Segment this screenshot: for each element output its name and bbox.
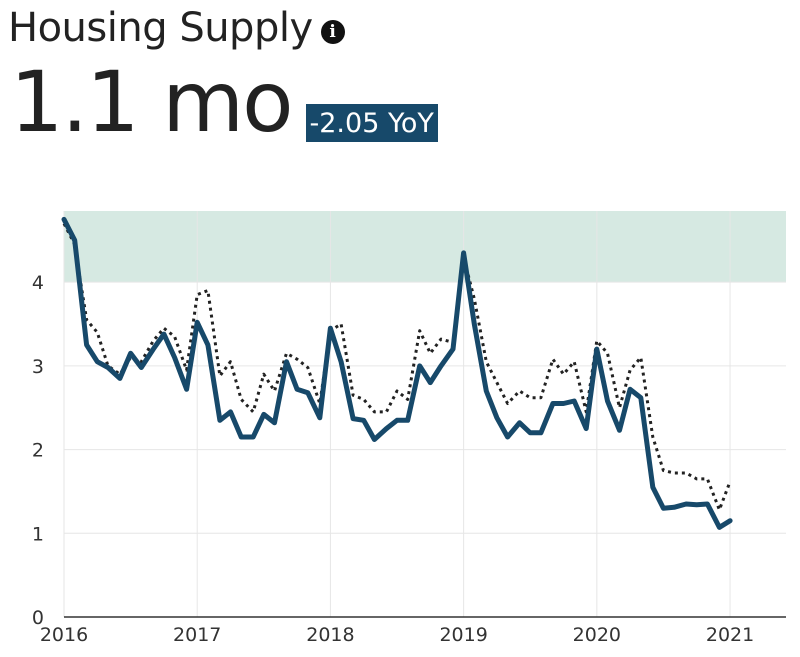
line-chart: 2016 2017 2018 2019 2020 2021 0 1 2 3 4: [32, 211, 786, 646]
headline-value-row: 1.1 mo -2.05 YoY: [10, 60, 438, 144]
y-tick-label: 0: [32, 607, 44, 629]
header-title-row: Housing Supply i: [8, 2, 345, 54]
y-tick-label: 3: [32, 356, 44, 378]
x-tick-label: 2021: [706, 624, 754, 646]
x-tick-label: 2018: [306, 624, 354, 646]
primary-series-line: [61, 216, 733, 530]
comparison-series-line: [62, 222, 732, 512]
yoy-badge: -2.05 YoY: [305, 104, 438, 142]
x-tick-label: 2016: [40, 624, 88, 646]
y-tick-label: 4: [32, 272, 44, 294]
chart-container: 2016 2017 2018 2019 2020 2021 0 1 2 3 4: [0, 195, 800, 653]
shaded-band: [64, 211, 786, 283]
x-tick-label: 2017: [173, 624, 221, 646]
page-title: Housing Supply: [8, 5, 313, 51]
y-tick-label: 2: [32, 440, 44, 462]
y-tick-label: 1: [32, 523, 44, 545]
headline-value: 1.1 mo: [10, 53, 294, 151]
x-tick-label: 2019: [439, 624, 487, 646]
info-icon[interactable]: i: [320, 20, 345, 44]
x-tick-label: 2020: [573, 624, 621, 646]
